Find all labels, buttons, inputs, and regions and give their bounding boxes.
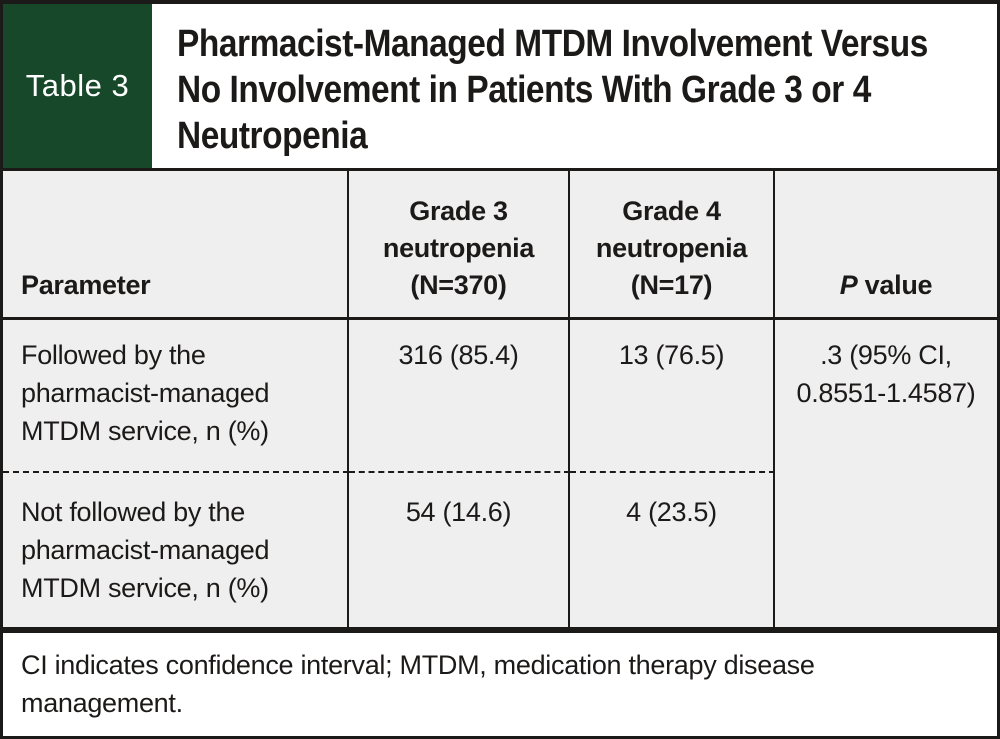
table-row-1-grade4-value: 13 (76.5)	[570, 320, 775, 473]
pvalue-cell: .3 (95% CI, 0.8551-1.4587)	[775, 320, 997, 627]
column-header-label: Parameter	[21, 270, 151, 300]
pvalue-word: value	[857, 270, 933, 300]
column-header-grade3: Grade 3 neutropenia (N=370)	[349, 171, 570, 320]
title-band: Table 3 Pharmacist-Managed MTDM Involvem…	[0, 0, 1000, 171]
table-row-2-parameter: Not followed by the pharmacist-managed M…	[3, 473, 349, 627]
table-row-2-grade4-value: 4 (23.5)	[570, 473, 775, 627]
column-header-line: (N=370)	[410, 270, 507, 300]
column-header-pvalue: P value	[775, 171, 997, 320]
column-header-grade4: Grade 4 neutropenia (N=17)	[570, 171, 775, 320]
table-title: Pharmacist-Managed MTDM Involvement Vers…	[152, 4, 1000, 168]
column-header-line: (N=17)	[630, 270, 713, 300]
table-row-2-grade3-value: 54 (14.6)	[349, 473, 570, 627]
table-number-badge: Table 3	[3, 4, 152, 168]
data-table: Parameter Grade 3 neutropenia (N=370) Gr…	[0, 171, 1000, 630]
column-header-line: neutropenia	[382, 233, 535, 263]
table-row-1-grade3-value: 316 (85.4)	[349, 320, 570, 473]
table-title-line: Neutropenia	[177, 115, 368, 157]
column-header-line: neutropenia	[595, 233, 748, 263]
column-header-line: Grade 3	[409, 196, 508, 226]
column-header-label: P value	[839, 267, 933, 304]
footnote-text: CI indicates confidence interval; MTDM, …	[21, 650, 815, 718]
table-number-label: Table 3	[25, 68, 130, 103]
pvalue-italic-p: P	[839, 270, 858, 300]
table-row-1-parameter: Followed by the pharmacist-managed MTDM …	[3, 320, 349, 473]
pvalue-line: .3 (95% CI,	[820, 340, 952, 370]
table-title-line: No Involvement in Patients With Grade 3 …	[177, 69, 871, 111]
column-header-parameter: Parameter	[3, 171, 349, 320]
table-title-line: Pharmacist-Managed MTDM Involvement Vers…	[177, 23, 928, 65]
pvalue-line: 0.8551-1.4587)	[796, 378, 976, 408]
column-header-line: Grade 4	[622, 196, 721, 226]
footnote-box: CI indicates confidence interval; MTDM, …	[0, 630, 1000, 739]
